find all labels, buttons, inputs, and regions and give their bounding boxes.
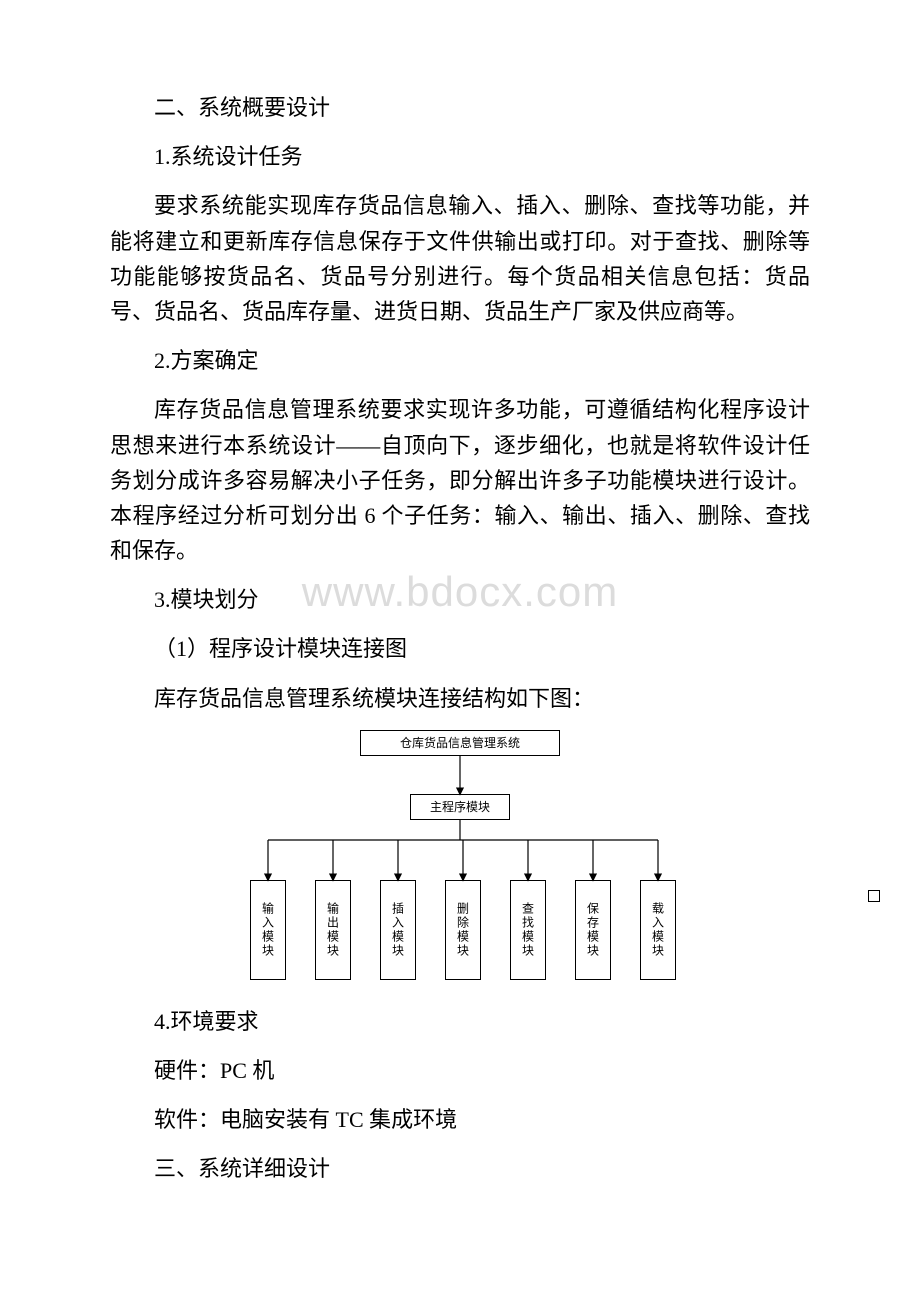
software-req: 软件：电脑安装有 TC 集成环境 bbox=[110, 1102, 810, 1137]
section-2-3-sub: （1）程序设计模块连接图 bbox=[110, 631, 810, 666]
section-2-2-para: 库存货品信息管理系统要求实现许多功能，可遵循结构化程序设计思想来进行本系统设计—… bbox=[110, 392, 810, 568]
section-2-2-title: 2.方案确定 bbox=[110, 343, 810, 378]
section-2-4-title: 4.环境要求 bbox=[110, 1004, 810, 1039]
diagram-connectors bbox=[220, 730, 700, 980]
module-diagram: 仓库货品信息管理系统主程序模块输入模块输出模块插入模块删除模块查找模块保存模块载… bbox=[220, 730, 700, 980]
module-diagram-container: 仓库货品信息管理系统主程序模块输入模块输出模块插入模块删除模块查找模块保存模块载… bbox=[110, 730, 810, 980]
section-2-1-title: 1.系统设计任务 bbox=[110, 139, 810, 174]
section-2-3-title: 3.模块划分 bbox=[110, 582, 810, 617]
section-2-3-para: 库存货品信息管理系统模块连接结构如下图： bbox=[110, 681, 810, 716]
hardware-req: 硬件：PC 机 bbox=[110, 1053, 810, 1088]
section-2-1-para: 要求系统能实现库存货品信息输入、插入、删除、查找等功能，并能将建立和更新库存信息… bbox=[110, 188, 810, 329]
section-3-title: 三、系统详细设计 bbox=[110, 1151, 810, 1186]
annotation-box-icon bbox=[868, 890, 880, 902]
page-content: 二、系统概要设计 1.系统设计任务 要求系统能实现库存货品信息输入、插入、删除、… bbox=[110, 90, 810, 1187]
section-2-title: 二、系统概要设计 bbox=[110, 90, 810, 125]
